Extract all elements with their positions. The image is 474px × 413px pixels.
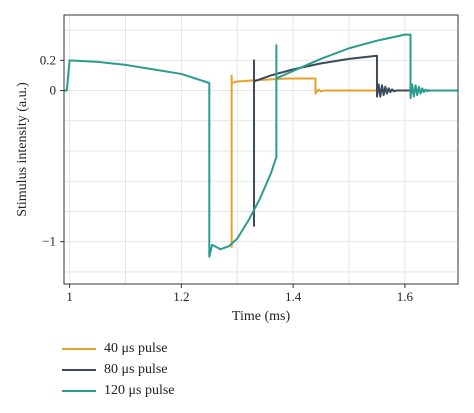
series-lines bbox=[64, 33, 458, 258]
legend-label: 40 μs pulse bbox=[104, 340, 168, 356]
legend-swatch bbox=[62, 389, 96, 392]
axis-ticks: 1 1.2 1.4 1.6 0.2 0 −1 bbox=[40, 52, 414, 304]
legend-item: 40 μs pulse bbox=[62, 338, 175, 359]
series-line-1 bbox=[230, 74, 458, 248]
y-axis-title: Stimulus intensity (a.u.) bbox=[15, 82, 30, 217]
x-tick-label: 1.4 bbox=[285, 289, 302, 304]
x-axis-title: Time (ms) bbox=[232, 309, 291, 324]
x-tick-label: 1.2 bbox=[173, 289, 189, 304]
plot-frame bbox=[63, 14, 459, 285]
series-line-3 bbox=[64, 33, 458, 258]
grid bbox=[64, 15, 458, 284]
legend-swatch bbox=[62, 347, 96, 350]
legend-label: 80 μs pulse bbox=[104, 361, 168, 377]
legend-item: 80 μs pulse bbox=[62, 359, 175, 380]
legend: 40 μs pulse 80 μs pulse 120 μs pulse bbox=[62, 338, 175, 401]
x-tick-label: 1.6 bbox=[397, 289, 414, 304]
series-line-2 bbox=[253, 54, 458, 227]
x-tick-label: 1 bbox=[66, 289, 73, 304]
legend-item: 120 μs pulse bbox=[62, 380, 175, 401]
y-tick-label: −1 bbox=[42, 234, 56, 249]
y-tick-label: 0.2 bbox=[40, 52, 56, 67]
legend-label: 120 μs pulse bbox=[104, 382, 175, 398]
legend-swatch bbox=[62, 368, 96, 371]
y-tick-label: 0 bbox=[50, 83, 57, 98]
